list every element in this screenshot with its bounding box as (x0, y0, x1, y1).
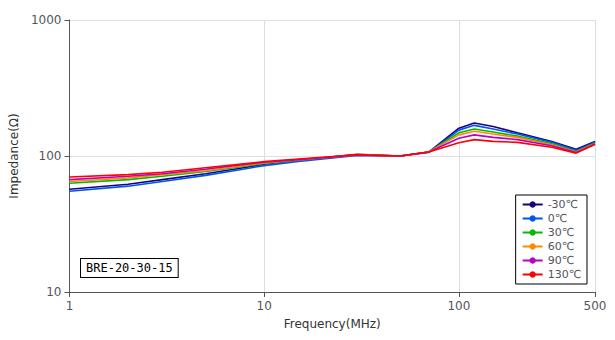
svg-text:30℃: 30℃ (548, 226, 574, 239)
svg-text:130℃: 130℃ (548, 268, 581, 281)
svg-text:1: 1 (66, 299, 74, 313)
svg-text:Frequency(MHz): Frequency(MHz) (284, 317, 381, 331)
svg-text:1000: 1000 (31, 13, 62, 27)
svg-text:90℃: 90℃ (548, 254, 574, 267)
svg-text:10: 10 (257, 299, 272, 313)
svg-text:Impedance(Ω): Impedance(Ω) (7, 113, 21, 198)
svg-text:0℃: 0℃ (548, 212, 567, 225)
svg-text:-30℃: -30℃ (548, 198, 578, 211)
svg-text:100: 100 (39, 149, 62, 163)
svg-text:500: 500 (584, 299, 607, 313)
svg-text:100: 100 (447, 299, 470, 313)
svg-text:10: 10 (46, 285, 61, 299)
svg-text:BRE-20-30-15: BRE-20-30-15 (86, 261, 173, 275)
svg-text:60℃: 60℃ (548, 240, 574, 253)
